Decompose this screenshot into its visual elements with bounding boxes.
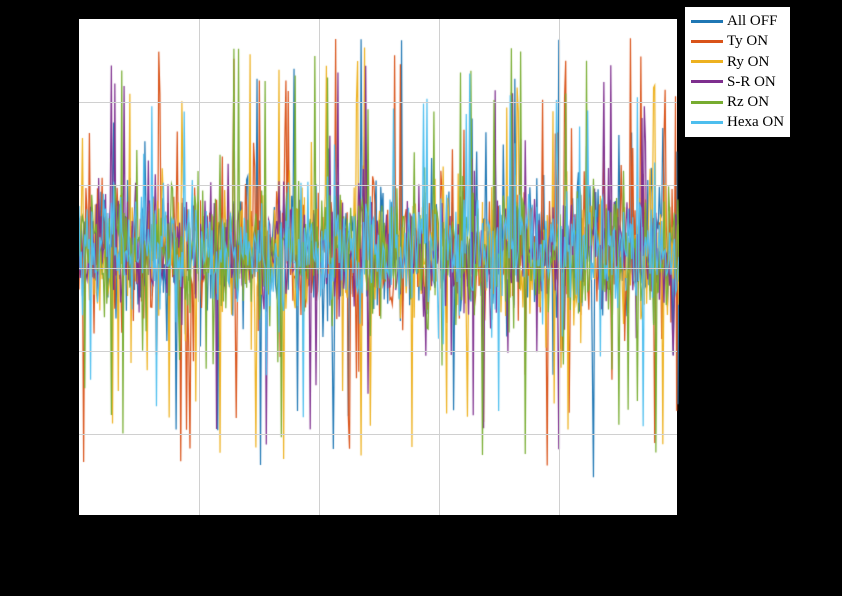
legend-label: Ry ON xyxy=(727,52,769,72)
plot-area xyxy=(78,18,678,516)
legend-swatch xyxy=(691,60,723,63)
legend-swatch xyxy=(691,80,723,83)
legend-swatch xyxy=(691,101,723,104)
grid-v xyxy=(319,19,320,515)
grid-h xyxy=(79,268,677,269)
legend-label: Hexa ON xyxy=(727,112,784,132)
legend-swatch xyxy=(691,40,723,43)
grid-v xyxy=(559,19,560,515)
legend-swatch xyxy=(691,121,723,124)
legend-item: S-R ON xyxy=(691,72,784,92)
grid-h xyxy=(79,102,677,103)
grid-h xyxy=(79,185,677,186)
grid-v xyxy=(199,19,200,515)
legend: All OFFTy ONRy ONS-R ONRz ONHexa ON xyxy=(684,6,791,138)
legend-label: Rz ON xyxy=(727,92,769,112)
legend-label: All OFF xyxy=(727,11,777,31)
grid-h xyxy=(79,351,677,352)
legend-swatch xyxy=(691,20,723,23)
legend-label: Ty ON xyxy=(727,31,768,51)
legend-label: S-R ON xyxy=(727,72,776,92)
legend-item: Rz ON xyxy=(691,92,784,112)
legend-item: Ry ON xyxy=(691,52,784,72)
legend-item: All OFF xyxy=(691,11,784,31)
legend-item: Ty ON xyxy=(691,31,784,51)
legend-item: Hexa ON xyxy=(691,112,784,132)
grid-h xyxy=(79,434,677,435)
grid-v xyxy=(439,19,440,515)
